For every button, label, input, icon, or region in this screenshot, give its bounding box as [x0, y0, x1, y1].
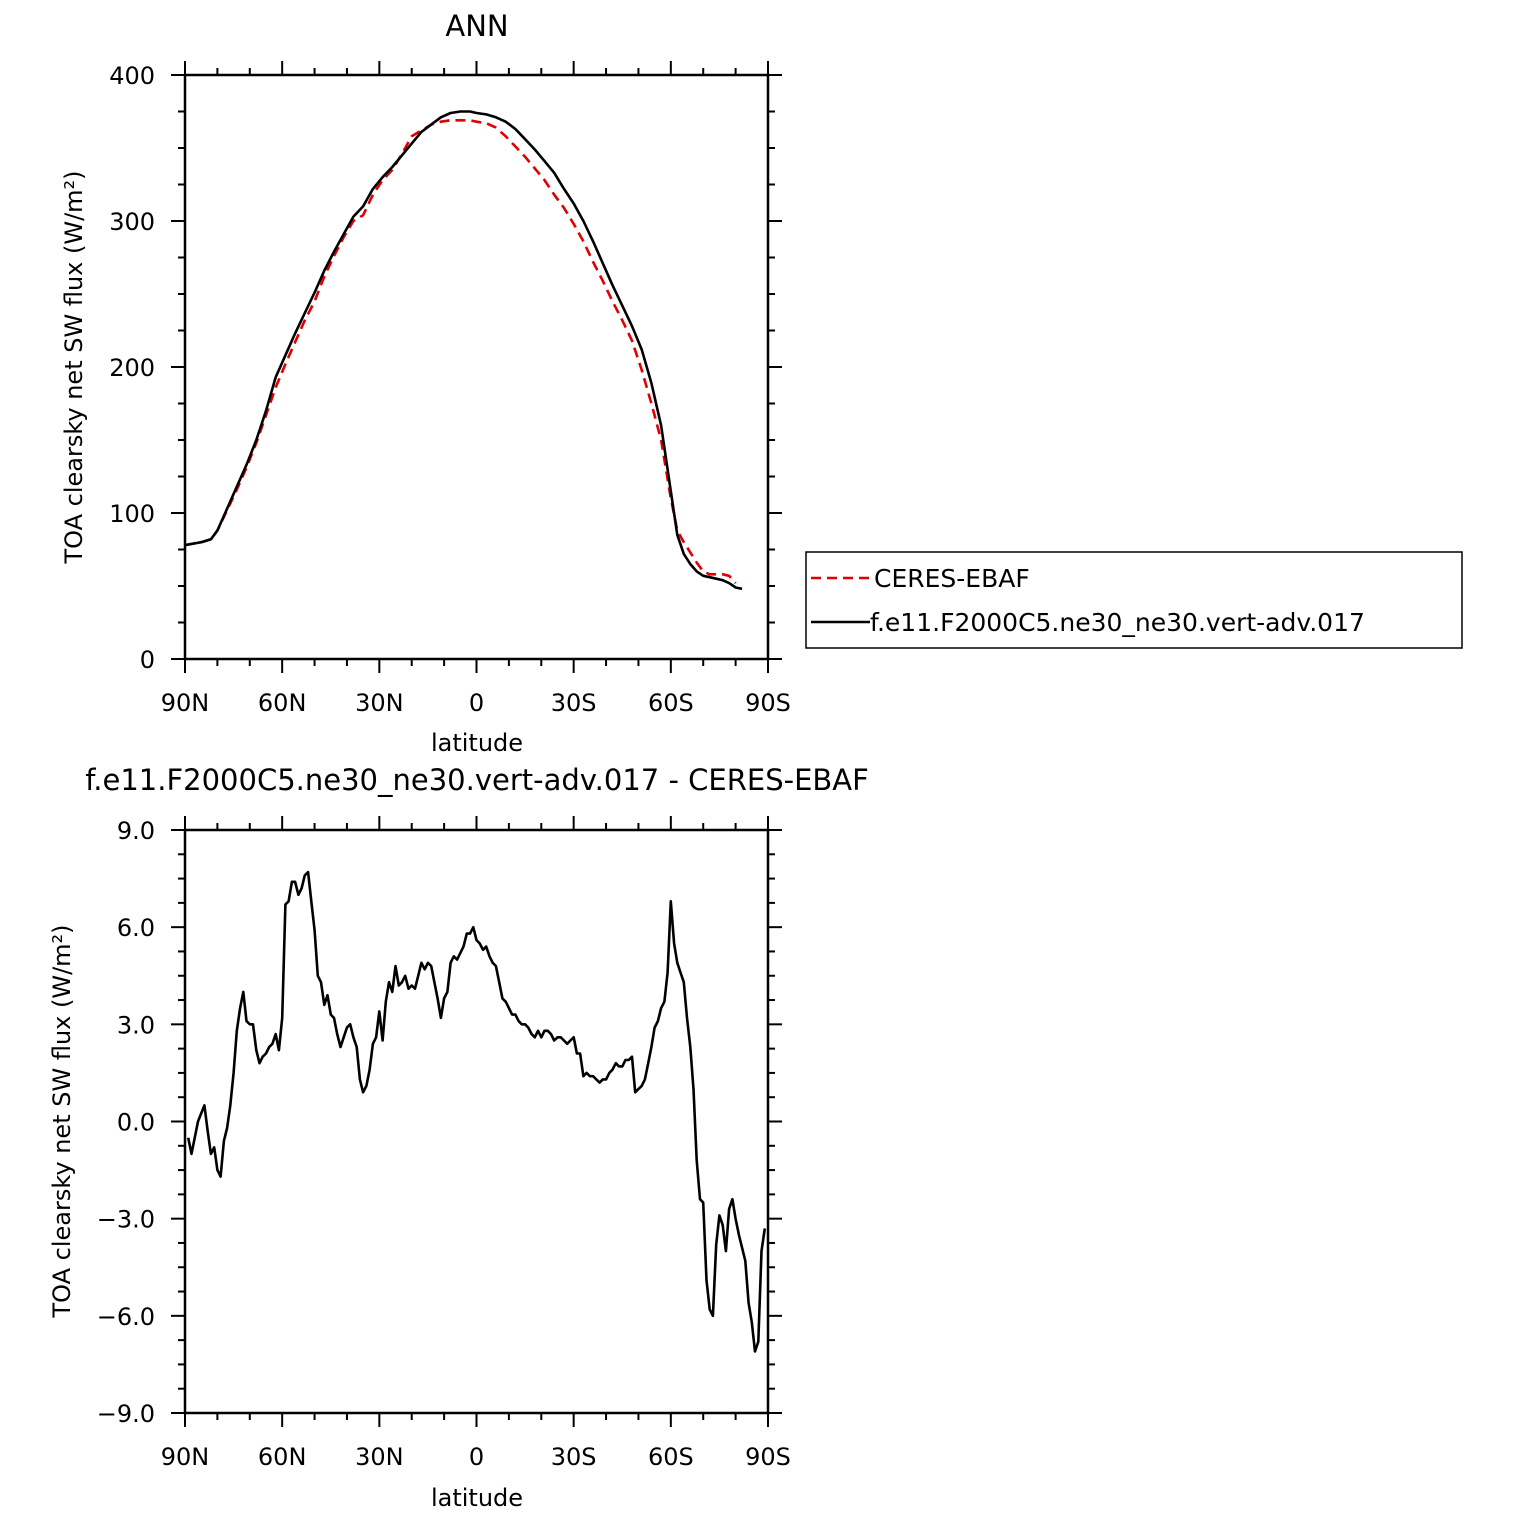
- x-tick-label: 30S: [551, 689, 597, 717]
- y-tick-label: 6.0: [117, 914, 155, 942]
- y-tick-label: 400: [109, 62, 155, 90]
- legend: CERES-EBAF f.e11.F2000C5.ne30_ne30.vert-…: [805, 551, 1463, 649]
- top-y-axis-label: TOA clearsky net SW flux (W/m²): [60, 170, 88, 564]
- y-tick-label: −3.0: [97, 1206, 155, 1234]
- y-tick-label: 3.0: [117, 1011, 155, 1039]
- legend-label-ceres: CERES-EBAF: [874, 564, 1030, 593]
- x-tick-label: 0: [469, 1443, 484, 1471]
- series-line-model: [186, 870, 767, 1353]
- x-tick-label: 30N: [355, 689, 404, 717]
- bottom-chart-title: f.e11.F2000C5.ne30_ne30.vert-adv.017 - C…: [85, 763, 869, 797]
- y-tick-label: 0: [140, 646, 155, 674]
- bottom-ticks: [171, 816, 782, 1427]
- series-line-ceres: [184, 119, 737, 584]
- top-x-tick-labels: 90N 60N 30N 0 30S 60S 90S: [161, 689, 791, 717]
- bottom-panel: f.e11.F2000C5.ne30_ne30.vert-adv.017 - C…: [48, 763, 869, 1512]
- bottom-plot-frame: [183, 828, 770, 1415]
- top-y-tick-labels: 0 100 200 300 400: [109, 62, 155, 674]
- x-tick-label: 90N: [161, 1443, 210, 1471]
- x-tick-label: 0: [469, 689, 484, 717]
- y-tick-label: 0.0: [117, 1109, 155, 1137]
- y-tick-label: 9.0: [117, 817, 155, 845]
- bottom-y-axis-label: TOA clearsky net SW flux (W/m²): [48, 924, 76, 1318]
- y-tick-label: 200: [109, 354, 155, 382]
- legend-box: [805, 551, 1463, 649]
- top-panel: ANN 0 100 200 300 400 90N 60N 30N 0 30S 60S 90S la…: [60, 9, 791, 757]
- top-series-lines: [184, 110, 743, 591]
- top-plot-frame: [183, 73, 770, 661]
- x-tick-label: 60N: [258, 689, 307, 717]
- bottom-x-axis-label: latitude: [431, 1484, 523, 1512]
- x-tick-label: 90N: [161, 689, 210, 717]
- top-x-axis-label: latitude: [431, 729, 523, 757]
- x-tick-label: 90S: [745, 689, 791, 717]
- y-tick-label: 300: [109, 208, 155, 236]
- bottom-series-lines: [186, 870, 767, 1353]
- bottom-y-tick-labels: −9.0 −6.0 −3.0 0.0 3.0 6.0 9.0: [97, 817, 155, 1428]
- y-tick-label: −9.0: [97, 1400, 155, 1428]
- y-tick-label: 100: [109, 500, 155, 528]
- top-ticks: [171, 61, 782, 673]
- series-line-model: [184, 110, 743, 591]
- x-tick-label: 60S: [648, 689, 694, 717]
- x-tick-label: 60S: [648, 1443, 694, 1471]
- x-tick-label: 90S: [745, 1443, 791, 1471]
- top-chart-title: ANN: [445, 9, 508, 43]
- x-tick-label: 30N: [355, 1443, 404, 1471]
- bottom-x-tick-labels: 90N 60N 30N 0 30S 60S 90S: [161, 1443, 791, 1471]
- x-tick-label: 60N: [258, 1443, 307, 1471]
- y-tick-label: −6.0: [97, 1303, 155, 1331]
- x-tick-label: 30S: [551, 1443, 597, 1471]
- legend-label-model: f.e11.F2000C5.ne30_ne30.vert-adv.017: [870, 608, 1365, 637]
